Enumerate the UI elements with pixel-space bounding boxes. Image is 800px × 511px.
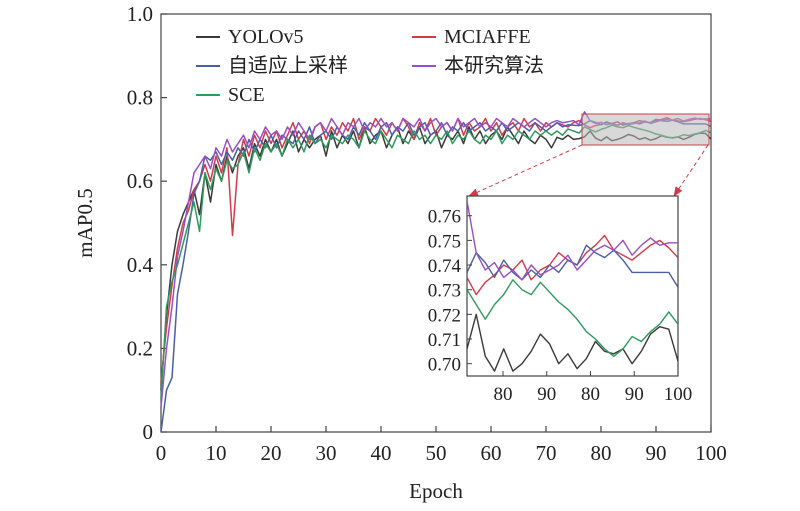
main-plot: 0 10 20 30 40 50 60 70 80 90 100 00.20.40.60.81.0 … — [73, 2, 727, 503]
x-axis-title: Epoch — [409, 479, 463, 503]
x-tick-label: 50 — [426, 441, 447, 465]
legend-label-4: SCE — [228, 84, 265, 106]
legend-label-1: MCIAFFE — [444, 26, 531, 48]
legend-label-3: 本研究算法 — [444, 54, 544, 77]
y-tick-label: 0.8 — [127, 86, 153, 110]
zoom-callout-arrow-right — [673, 144, 709, 197]
x-tick-label: 30 — [316, 441, 337, 465]
y-tick-label: 0 — [143, 420, 154, 444]
inset-y-tick-label: 0.76 — [428, 207, 461, 228]
inset-x-tick-label: 80 — [581, 384, 600, 405]
y-tick-label: 0.4 — [127, 253, 154, 277]
inset-series-line-3 — [467, 200, 678, 281]
legend-label-0: YOLOv5 — [228, 26, 304, 48]
inset-x-tick-label: 90 — [537, 384, 556, 405]
x-tick-label: 40 — [371, 441, 392, 465]
inset-y-tick-label: 0.73 — [428, 281, 461, 302]
inset-frame — [466, 195, 679, 377]
y-tick-label: 0.6 — [127, 169, 153, 193]
inset-y-tick-label: 0.71 — [428, 330, 461, 351]
inset-x-tick-label: 80 — [494, 384, 513, 405]
x-tick-label: 20 — [261, 441, 282, 465]
inset-y-tick-label: 0.72 — [428, 305, 461, 326]
y-tick-label: 0.2 — [127, 336, 153, 360]
inset-y-tick-label: 0.75 — [428, 231, 461, 252]
x-tick-label: 70 — [536, 441, 557, 465]
x-tick-label: 0 — [156, 441, 167, 465]
x-tick-label: 100 — [695, 441, 727, 465]
zoom-region — [581, 113, 710, 146]
y-tick-label: 1.0 — [127, 2, 153, 26]
inset-series-line-4 — [467, 279, 678, 357]
x-tick-label: 10 — [206, 441, 227, 465]
inset-y-axis: 0.70 0.71 0.72 0.73 0.74 0.75 0.76 — [428, 207, 472, 376]
legend: YOLOv5 MCIAFFE 自适应上采样 本研究算法 SCE — [196, 26, 544, 106]
inset-y-tick-label: 0.70 — [428, 355, 461, 376]
x-tick-label: 80 — [591, 441, 612, 465]
y-axis-title: mAP0.5 — [73, 188, 97, 257]
inset-series-lines — [467, 200, 678, 372]
legend-label-2: 自适应上采样 — [228, 54, 348, 77]
zoom-callout-arrow-left — [468, 144, 583, 197]
inset-x-axis: 80 90 80 90 100 — [494, 371, 693, 405]
inset-series-line-0 — [467, 313, 678, 372]
inset-x-tick-label: 100 — [664, 384, 693, 405]
y-axis: 0 0.2 0.4 0.6 0.8 1.0 — [127, 2, 167, 444]
inset-x-tick-label: 90 — [625, 384, 644, 405]
inset-plot: 80 90 80 90 100 0.70 0.71 0.72 0.73 0.74 0.75 0.76 — [428, 195, 693, 405]
x-axis: 0 10 20 30 40 50 60 70 80 90 100 — [156, 426, 727, 465]
inset-y-tick-label: 0.74 — [428, 256, 462, 277]
x-tick-label: 60 — [481, 441, 502, 465]
x-tick-label: 90 — [646, 441, 667, 465]
